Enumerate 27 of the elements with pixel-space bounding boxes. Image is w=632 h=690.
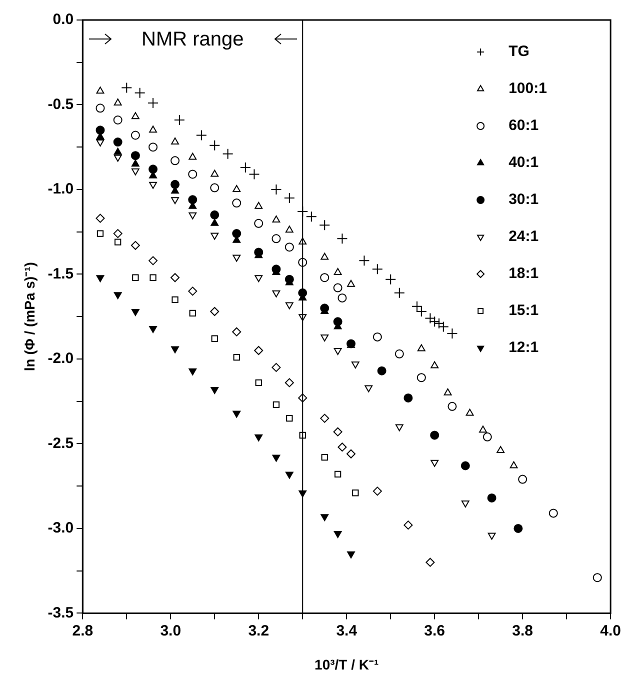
y-tick-label: 0.0 — [52, 11, 74, 28]
x-tick-label: 4.0 — [600, 622, 622, 640]
y-tick-label: -0.5 — [48, 96, 74, 113]
x-tick-label: 3.0 — [160, 622, 182, 640]
legend-label: TG — [508, 43, 530, 60]
annotation: NMR range — [142, 28, 244, 51]
legend-label: 15:1 — [508, 302, 539, 320]
y-tick-label: -1.5 — [48, 265, 74, 282]
legend-label: 18:1 — [508, 265, 539, 282]
legend-label: 40:1 — [508, 154, 539, 172]
legend-label: 30:1 — [508, 191, 539, 208]
x-tick-label: 3.6 — [424, 622, 446, 640]
y-axis-title: ln (Φ / (mPa s)⁻¹) — [21, 262, 38, 372]
y-tick-label: -3.5 — [48, 604, 74, 622]
y-tick-label: -3.0 — [48, 520, 74, 537]
legend-label: 12:1 — [508, 339, 539, 356]
x-tick-label: 2.8 — [72, 622, 94, 640]
x-axis-title: 10³/T / K⁻¹ — [314, 656, 380, 672]
legend-label: 60:1 — [508, 117, 539, 134]
x-tick-label: 3.8 — [512, 622, 534, 640]
x-tick-label: 3.2 — [248, 622, 270, 640]
y-tick-label: -2.5 — [48, 434, 74, 452]
x-tick-label: 3.4 — [336, 622, 358, 640]
y-tick-label: -2.0 — [48, 350, 74, 368]
legend-label: 24:1 — [508, 228, 539, 246]
legend-label: 100:1 — [508, 80, 547, 98]
y-tick-label: -1.0 — [48, 180, 74, 198]
